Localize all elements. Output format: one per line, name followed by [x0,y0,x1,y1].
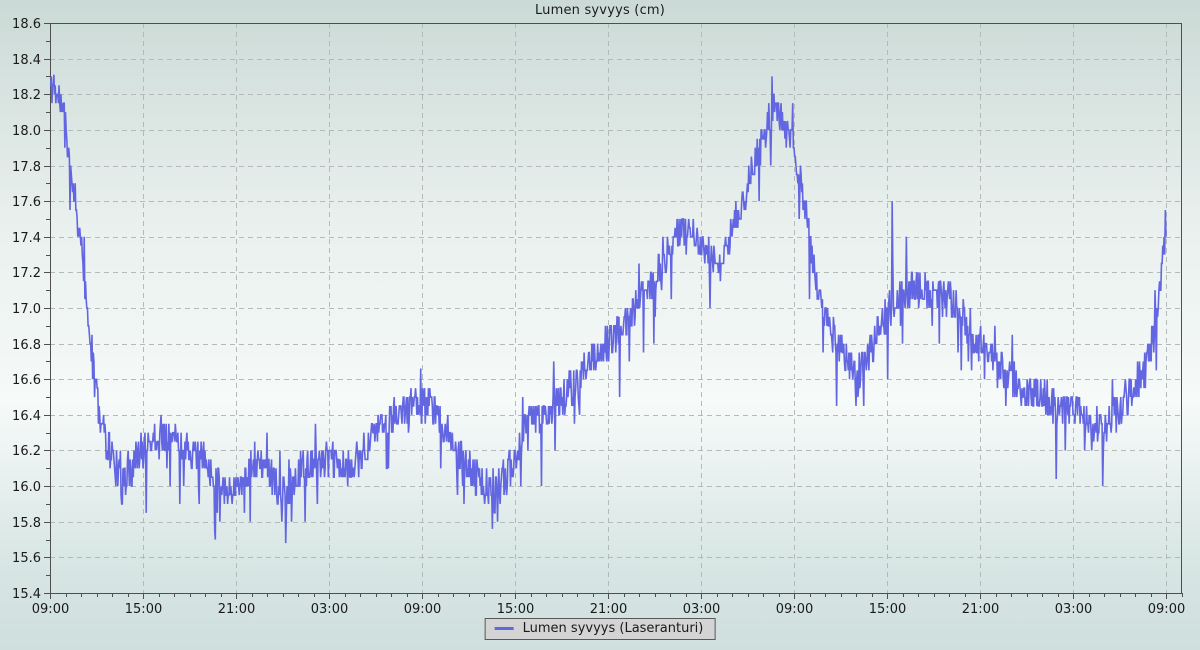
chart-title: Lumen syvyys (cm) [534,3,666,18]
svg-text:15:00: 15:00 [497,602,534,617]
legend-line-sample [494,627,514,630]
svg-text:15.6: 15.6 [12,551,41,566]
svg-text:03:00: 03:00 [1055,602,1092,617]
svg-text:18.2: 18.2 [12,88,41,103]
x-axis-ticks [50,593,1183,599]
legend: Lumen syvyys (Laseranturi) [484,618,716,640]
svg-text:16.2: 16.2 [12,444,41,459]
svg-text:09:00: 09:00 [776,602,813,617]
svg-text:15.4: 15.4 [12,587,41,602]
svg-text:18.6: 18.6 [12,17,41,32]
x-axis-labels: 09:00 15:00 21:00 03:00 09:00 15:00 21:00 03:00… [32,602,1185,617]
svg-text:15:00: 15:00 [869,602,906,617]
svg-text:16.6: 16.6 [12,373,41,388]
svg-text:17.6: 17.6 [12,195,41,210]
svg-text:17.0: 17.0 [12,302,41,317]
y-axis-labels: 18.6 18.4 18.2 18.0 17.8 17.6 17.4 17.2 17.0 16.8… [12,17,41,602]
svg-text:03:00: 03:00 [311,602,348,617]
svg-text:15.8: 15.8 [12,516,41,531]
svg-text:16.4: 16.4 [12,409,41,424]
svg-text:16.0: 16.0 [12,480,41,495]
svg-text:03:00: 03:00 [683,602,720,617]
legend-label: Lumen syvyys (Laseranturi) [522,621,704,636]
svg-text:16.8: 16.8 [12,338,41,353]
svg-text:18.0: 18.0 [12,124,41,139]
svg-text:17.8: 17.8 [12,160,41,175]
y-axis-ticks [44,23,50,594]
svg-text:09:00: 09:00 [404,602,441,617]
svg-text:18.4: 18.4 [12,53,41,68]
svg-text:21:00: 21:00 [218,602,255,617]
plot-border [50,23,1182,594]
svg-text:21:00: 21:00 [590,602,627,617]
svg-text:21:00: 21:00 [962,602,999,617]
svg-text:09:00: 09:00 [32,602,69,617]
svg-text:15:00: 15:00 [125,602,162,617]
svg-text:09:00: 09:00 [1148,602,1185,617]
series-line [49,74,1167,544]
svg-text:17.2: 17.2 [12,266,41,281]
x-gridlines [143,23,1167,593]
svg-text:17.4: 17.4 [12,231,41,246]
